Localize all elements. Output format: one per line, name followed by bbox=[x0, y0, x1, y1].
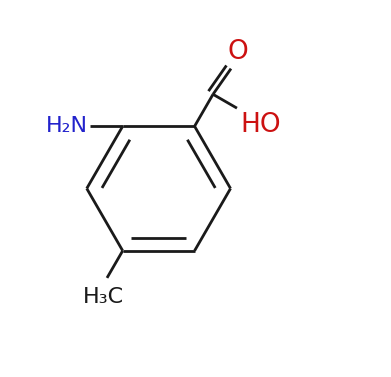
Text: HO: HO bbox=[240, 112, 281, 138]
Text: O: O bbox=[227, 39, 248, 65]
Text: H₃C: H₃C bbox=[83, 287, 124, 307]
Text: H₂N: H₂N bbox=[46, 116, 88, 136]
